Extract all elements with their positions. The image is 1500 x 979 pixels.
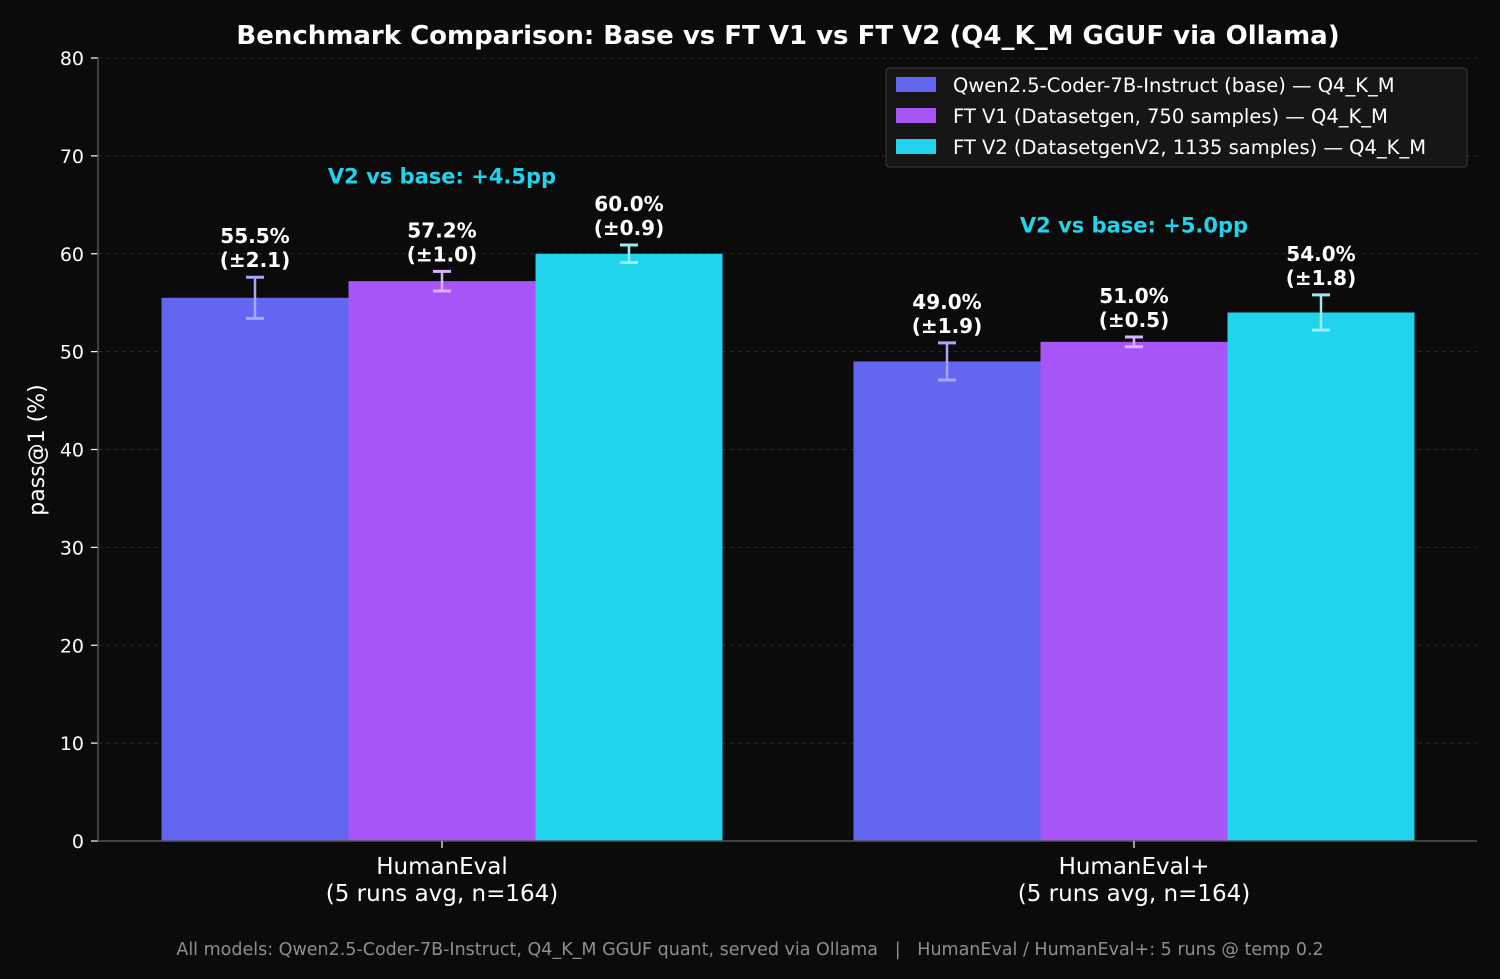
error-label: (±1.9) xyxy=(912,314,982,338)
error-label: (±1.8) xyxy=(1286,266,1356,290)
x-tick-label: (5 runs avg, n=164) xyxy=(326,881,558,907)
x-tick-label: HumanEval xyxy=(376,854,508,880)
grid xyxy=(98,57,1477,744)
legend-swatch xyxy=(896,77,936,92)
y-tick-label: 20 xyxy=(60,635,84,657)
error-label: (±0.9) xyxy=(594,216,664,240)
legend-label: FT V1 (Datasetgen, 750 samples) — Q4_K_M xyxy=(953,105,1388,128)
data-labels: 55.5%(±2.1)49.0%(±1.9)57.2%(±1.0)51.0%(±… xyxy=(220,192,1356,338)
legend-swatch xyxy=(896,108,936,123)
y-tick-label: 10 xyxy=(60,733,84,755)
y-tick-label: 60 xyxy=(60,244,84,266)
bar xyxy=(348,281,536,841)
value-label: 51.0% xyxy=(1099,284,1168,308)
error-label: (±1.0) xyxy=(407,242,477,266)
x-tick-label: (5 runs avg, n=164) xyxy=(1018,881,1250,907)
legend-swatch xyxy=(896,139,936,154)
bar xyxy=(161,297,349,841)
legend-box xyxy=(885,67,1468,168)
error-label: (±0.5) xyxy=(1099,308,1169,332)
legend-label: Qwen2.5-Coder-7B-Instruct (base) — Q4_K_… xyxy=(953,74,1395,97)
bar xyxy=(1227,312,1415,842)
bars xyxy=(161,253,1415,842)
y-tick-label: 70 xyxy=(60,146,84,168)
error-bars xyxy=(246,243,1330,382)
annotation-text: V2 vs base: +4.5pp xyxy=(328,164,556,188)
x-tick-label: HumanEval+ xyxy=(1059,854,1210,880)
value-label: 55.5% xyxy=(220,224,289,248)
bar xyxy=(535,253,723,841)
chart-title: Benchmark Comparison: Base vs FT V1 vs F… xyxy=(236,21,1339,51)
value-label: 49.0% xyxy=(912,290,981,314)
y-tick-label: 30 xyxy=(60,537,84,559)
error-label: (±2.1) xyxy=(220,248,290,272)
annotation-text: V2 vs base: +5.0pp xyxy=(1020,213,1248,237)
y-tick-label: 40 xyxy=(60,440,84,462)
legend-label: FT V2 (DatasetgenV2, 1135 samples) — Q4_… xyxy=(953,136,1426,159)
y-tick-label: 0 xyxy=(72,831,84,853)
bar xyxy=(853,361,1041,841)
legend: Qwen2.5-Coder-7B-Instruct (base) — Q4_K_… xyxy=(885,67,1468,168)
y-axis-label: pass@1 (%) xyxy=(25,384,50,515)
bar xyxy=(1040,341,1228,841)
value-label: 60.0% xyxy=(594,192,663,216)
y-tick-label: 50 xyxy=(60,342,84,364)
footer-note: All models: Qwen2.5-Coder-7B-Instruct, Q… xyxy=(176,940,1323,960)
annotations: V2 vs base: +4.5pp V2 vs base: +5.0pp xyxy=(328,164,1248,237)
value-label: 57.2% xyxy=(407,218,476,242)
y-tick-label: 80 xyxy=(60,48,84,70)
value-label: 54.0% xyxy=(1286,242,1355,266)
